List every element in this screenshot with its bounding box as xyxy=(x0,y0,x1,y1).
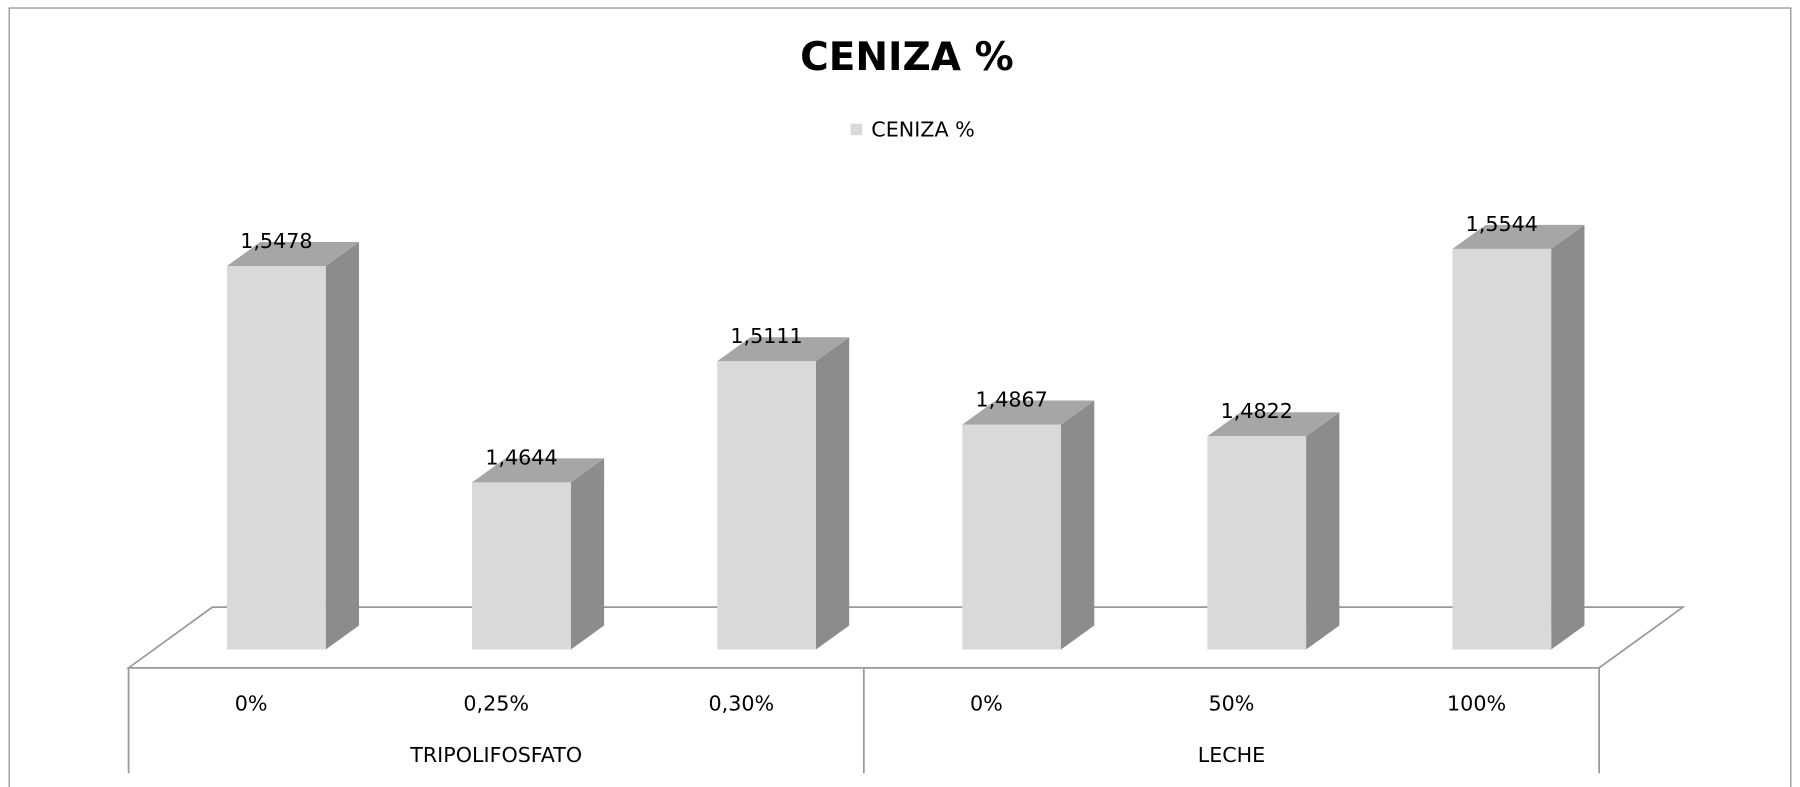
x-tick-label: 50% xyxy=(1209,692,1255,716)
bar xyxy=(962,424,1062,650)
legend-swatch xyxy=(850,123,863,136)
data-label: 1,4822 xyxy=(1221,399,1293,423)
bar-side xyxy=(815,337,850,650)
bar-top xyxy=(717,337,850,362)
bar-top xyxy=(1207,412,1340,437)
group-label: LECHE xyxy=(1198,743,1266,767)
group-label: TRIPOLIFOSFATO xyxy=(409,743,582,767)
x-tick-label: 100% xyxy=(1447,692,1506,716)
bar-side xyxy=(1306,412,1340,650)
x-tick-label: 0% xyxy=(235,692,268,716)
data-label: 1,5111 xyxy=(730,324,802,348)
data-label: 1,4867 xyxy=(976,388,1048,412)
data-label: 1,5478 xyxy=(240,229,312,253)
data-label: 1,5544 xyxy=(1466,212,1538,236)
bar-top xyxy=(472,458,605,483)
bar xyxy=(472,482,571,650)
bar-top xyxy=(227,241,360,267)
bar xyxy=(1207,436,1307,650)
data-label: 1,4644 xyxy=(485,445,557,469)
bar-top xyxy=(1452,224,1585,249)
bar xyxy=(227,266,326,650)
bar-side xyxy=(1551,224,1585,650)
bar xyxy=(1452,248,1552,650)
x-tick-label: 0,30% xyxy=(708,692,774,716)
x-tick-label: 0% xyxy=(970,692,1003,716)
legend-label: CENIZA % xyxy=(871,118,974,142)
floor xyxy=(125,606,1686,669)
bar-side xyxy=(325,241,360,650)
bar-top xyxy=(962,400,1095,425)
bar-side xyxy=(1061,400,1095,650)
bar-side xyxy=(570,458,605,650)
x-tick-label: 0,25% xyxy=(463,692,529,716)
chart-title: CENIZA % xyxy=(800,35,1014,80)
bar xyxy=(717,361,816,650)
